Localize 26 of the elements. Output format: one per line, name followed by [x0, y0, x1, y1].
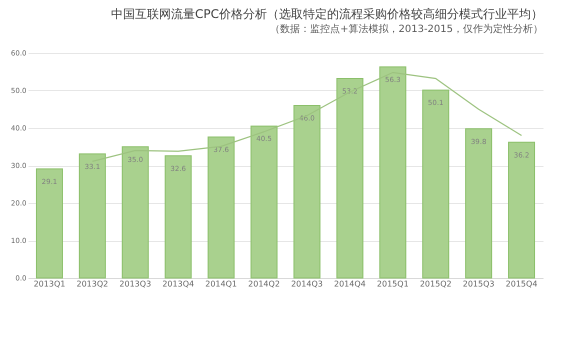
bar	[250, 126, 278, 278]
x-tick-label: 2014Q1	[205, 280, 237, 288]
chart-title: 中国互联网流量CPC价格分析（选取特定的流程采购价格较高细分模式行业平均）	[111, 7, 543, 21]
bar	[36, 168, 63, 278]
x-tick-label: 2013Q1	[34, 280, 66, 288]
bar	[293, 105, 320, 278]
x-tick-label: 2015Q2	[420, 280, 452, 288]
bar	[78, 153, 106, 278]
x-tick-label: 2013Q4	[162, 280, 194, 288]
bar	[164, 155, 192, 278]
bar	[379, 66, 406, 278]
bar	[422, 90, 450, 278]
x-tick-label: 2014Q4	[334, 280, 366, 288]
bar	[122, 146, 149, 278]
x-tick-label: 2013Q3	[119, 280, 152, 288]
x-tick-label: 2013Q2	[76, 280, 108, 288]
bar	[336, 78, 364, 278]
chart-subtitle: （数据：监控点+算法模拟，2013-2015，仅作为定性分析）	[270, 23, 543, 35]
bar	[465, 128, 492, 278]
x-tick-label: 2014Q3	[291, 280, 323, 288]
x-tick-label: 2015Q4	[506, 280, 538, 288]
x-tick-label: 2014Q2	[248, 280, 280, 288]
x-tick-label: 2015Q3	[462, 280, 494, 288]
x-tick-label: 2015Q1	[376, 280, 409, 288]
bar	[508, 142, 536, 278]
bar	[208, 136, 235, 278]
